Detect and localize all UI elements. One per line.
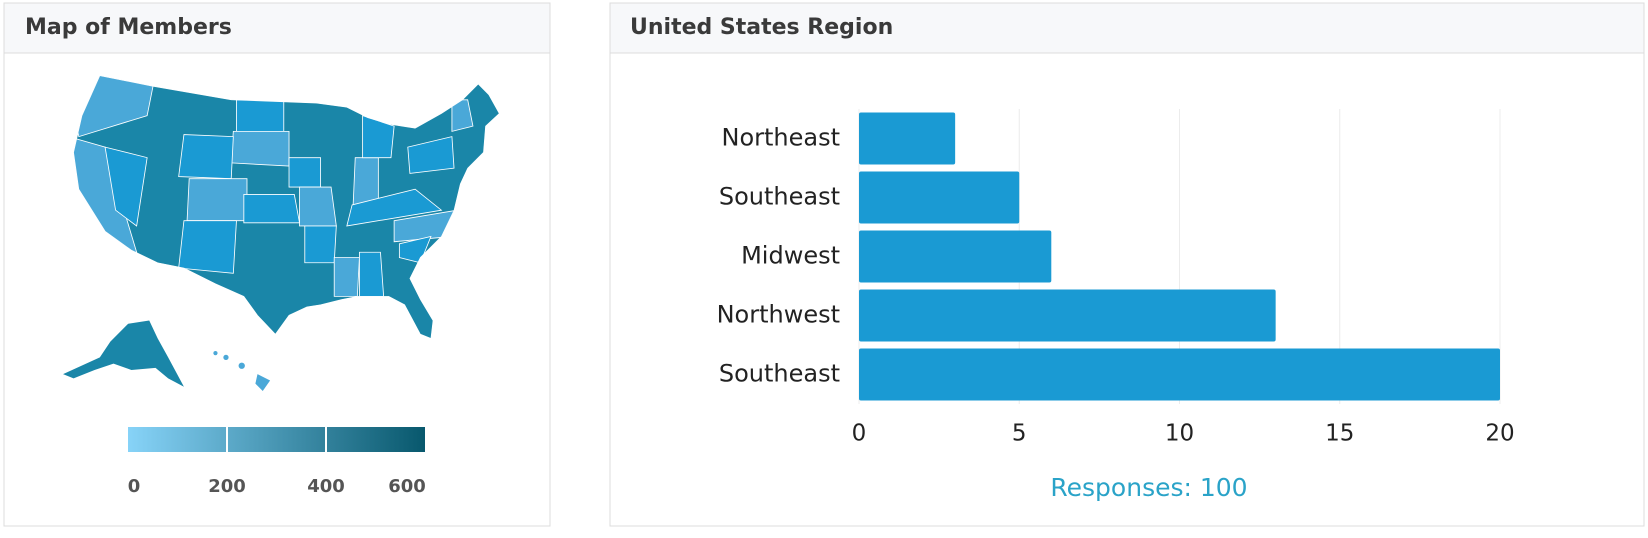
map-panel: Map of Members bbox=[3, 2, 551, 527]
panel-header bbox=[609, 2, 1645, 54]
panel-title: United States Region bbox=[630, 15, 893, 40]
legend-tick-label: 400 bbox=[307, 476, 345, 497]
responses-note: Responses: 100 bbox=[1050, 473, 1247, 502]
bar bbox=[859, 112, 956, 165]
bar-chart: 0 5 10 15 20 Northeast Southeast Midwest Northwe… bbox=[717, 109, 1515, 447]
y-tick-label: Midwest bbox=[741, 242, 840, 270]
legend-tick-label: 0 bbox=[128, 476, 141, 497]
region-panel: United States Region 0 5 10 15 20 Northeast So… bbox=[609, 2, 1645, 527]
x-tick-label: 0 bbox=[852, 421, 867, 447]
y-tick-label: Northwest bbox=[717, 301, 840, 329]
legend-tick-label: 200 bbox=[208, 476, 246, 497]
legend-tick-label: 600 bbox=[388, 476, 426, 497]
panel-title: Map of Members bbox=[25, 15, 232, 40]
y-tick-label: Northeast bbox=[721, 124, 840, 152]
y-tick-label: Southeast bbox=[719, 183, 840, 211]
bar bbox=[859, 171, 1020, 224]
x-tick-label: 5 bbox=[1012, 421, 1027, 447]
x-tick-label: 15 bbox=[1325, 421, 1354, 447]
panel-header bbox=[3, 2, 551, 54]
color-legend: 0 200 400 600 bbox=[128, 427, 426, 497]
y-tick-label: Southeast bbox=[719, 360, 840, 388]
bar bbox=[859, 348, 1500, 401]
bar bbox=[859, 230, 1052, 283]
x-tick-label: 10 bbox=[1165, 421, 1194, 447]
x-tick-label: 20 bbox=[1485, 421, 1514, 447]
legend-bar bbox=[128, 427, 425, 452]
panel-frame bbox=[609, 2, 1645, 527]
bar bbox=[859, 289, 1276, 342]
